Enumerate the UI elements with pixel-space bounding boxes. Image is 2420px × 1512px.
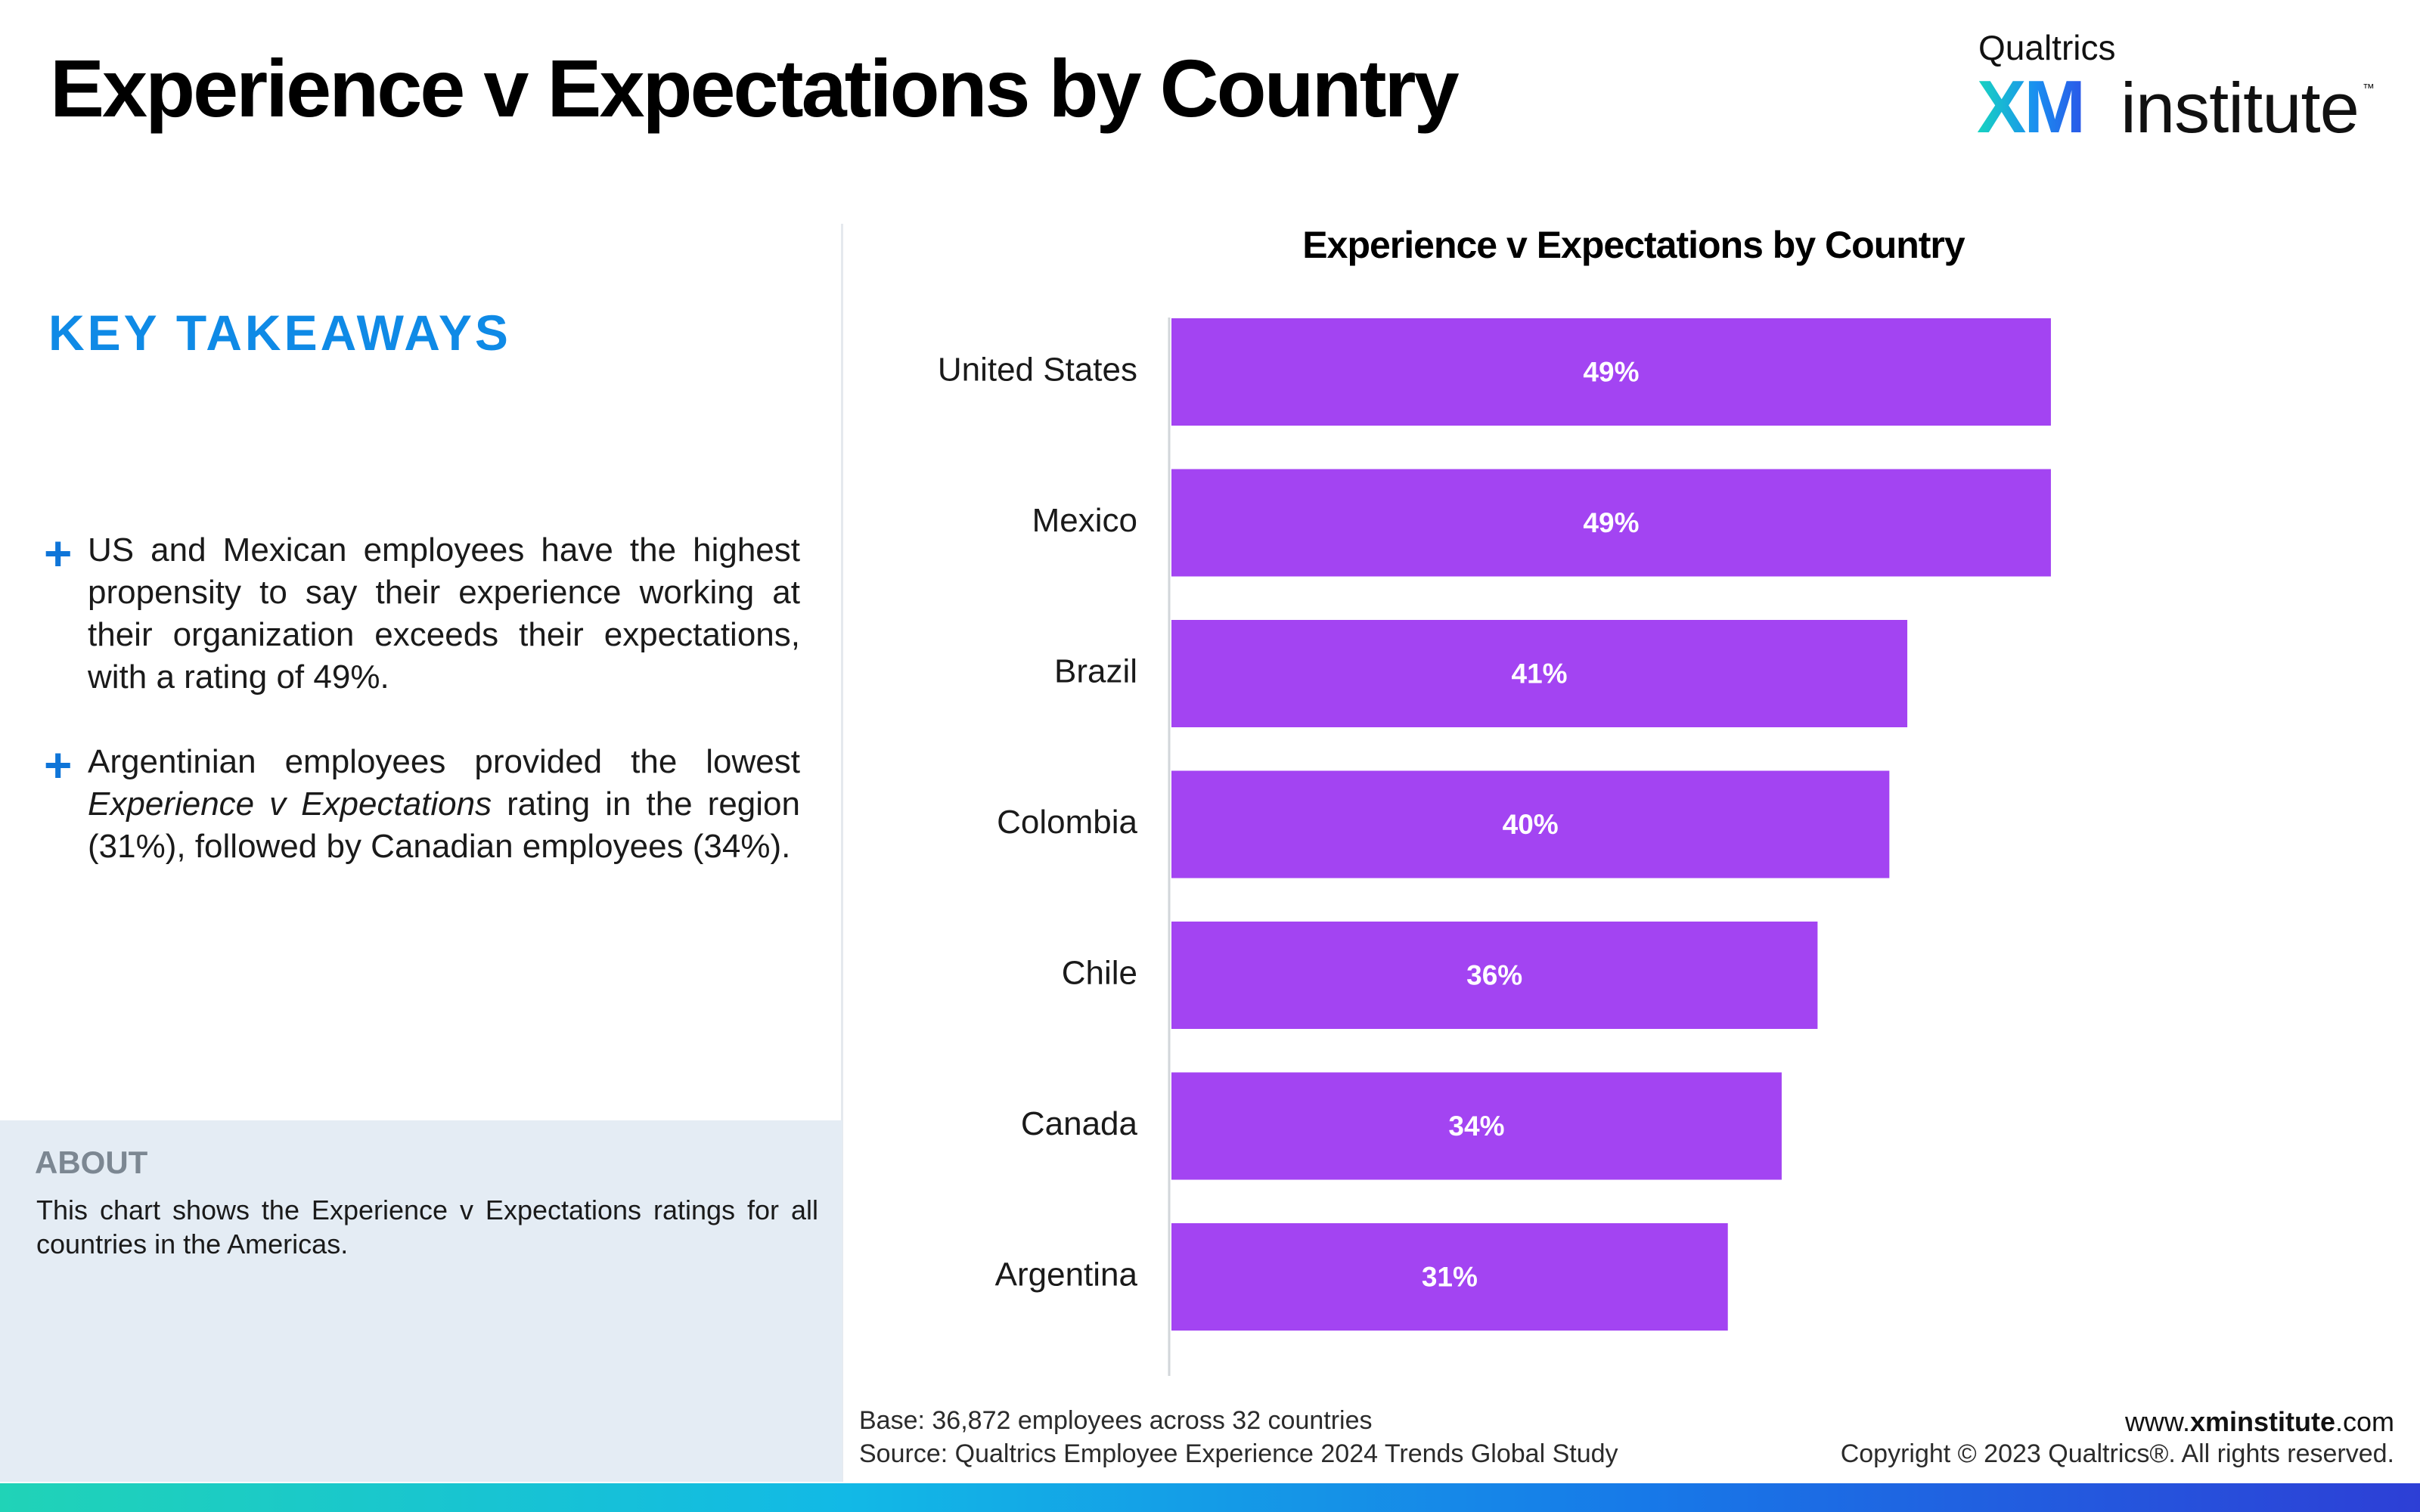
data-label: 49% [1583, 507, 1639, 538]
chart-title: Experience v Expectations by Country [1302, 224, 1965, 266]
plus-icon: + [44, 526, 73, 581]
bar-brazil [1171, 620, 1908, 727]
xm-institute-logo: Qualtrics XM institute ™ [1977, 28, 2400, 145]
bar-mexico [1171, 469, 2051, 577]
website-suffix: .com [2335, 1406, 2394, 1437]
category-label: Mexico [1032, 502, 1137, 539]
website-domain: xminstitute [2189, 1406, 2335, 1437]
website-link[interactable]: www.xminstitute.com [2125, 1405, 2394, 1439]
takeaway-item: + Argentinian employees provided the low… [44, 741, 800, 868]
copyright-text: Copyright © 2023 Qualtrics®. All rights … [1840, 1439, 2394, 1468]
data-label: 36% [1466, 960, 1522, 991]
bar-united-states [1171, 318, 2051, 426]
takeaway-item: + US and Mexican employees have the high… [44, 529, 800, 699]
page-title: Experience v Expectations by Country [50, 42, 1460, 134]
takeaway-text: Argentinian employees provided the lowes… [88, 741, 800, 868]
base-note: Base: 36,872 employees across 32 countri… [859, 1406, 1373, 1435]
key-takeaways-heading: KEY TAKEAWAYS [48, 305, 511, 361]
plus-icon: + [44, 738, 73, 792]
data-label: 49% [1583, 357, 1639, 388]
about-text: This chart shows the Experience v Expect… [36, 1194, 818, 1259]
category-label: Colombia [997, 804, 1137, 841]
source-note: Source: Qualtrics Employee Experience 20… [859, 1439, 1618, 1468]
bar-chart: 49% United States 49% Mexico 41% Brazil 40% Col… [938, 318, 2051, 1376]
takeaway-text-italic: Experience v Expectations [88, 785, 492, 823]
takeaway-text-start: Argentinian employees provided the lowes… [88, 743, 800, 780]
bar-chile [1171, 922, 1818, 1029]
data-label: 40% [1503, 809, 1559, 840]
bottom-gradient-bar [0, 1483, 2420, 1512]
data-label: 31% [1422, 1262, 1478, 1293]
category-label: Chile [1062, 955, 1137, 992]
category-label: Canada [1021, 1105, 1138, 1142]
website-prefix: www. [2124, 1406, 2190, 1437]
takeaway-text-end: rating in the region (31%), followed by … [88, 785, 800, 865]
bar-colombia [1171, 770, 1890, 878]
category-label: Brazil [1054, 653, 1137, 690]
bar-argentina [1171, 1223, 1728, 1331]
vertical-divider [841, 224, 843, 1482]
data-label: 41% [1512, 658, 1568, 689]
bar-canada [1171, 1072, 1782, 1180]
category-label: United States [938, 352, 1137, 389]
logo-trademark: ™ [2363, 82, 2375, 95]
takeaway-text: US and Mexican employees have the highes… [88, 531, 800, 696]
about-heading: ABOUT [35, 1145, 148, 1180]
logo-institute-text: institute [2121, 68, 2360, 147]
about-panel: ABOUT This chart shows the Experience v … [0, 1120, 842, 1482]
logo-xm-text: XM [1977, 65, 2086, 148]
logo-brand-text: Qualtrics [1978, 28, 2116, 67]
data-label: 34% [1448, 1111, 1504, 1142]
category-label: Argentina [995, 1256, 1138, 1294]
